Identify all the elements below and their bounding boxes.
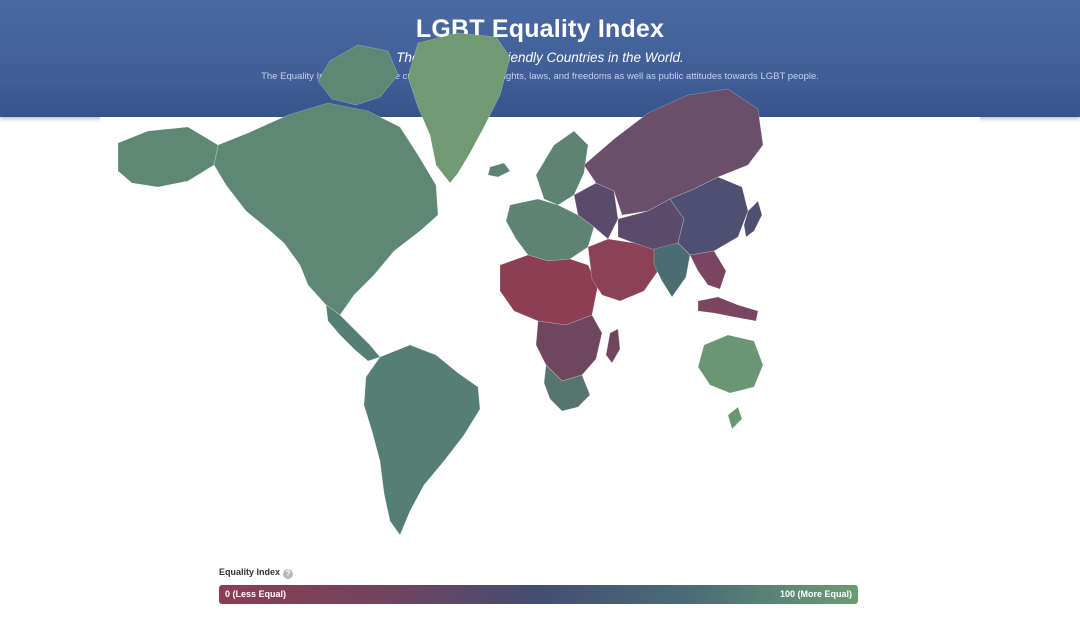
region-central-america[interactable] bbox=[325, 304, 381, 362]
region-greenland[interactable] bbox=[407, 32, 511, 184]
legend-title-text: Equality Index bbox=[219, 567, 281, 577]
region-europe[interactable] bbox=[505, 198, 595, 262]
region-russia[interactable] bbox=[583, 88, 763, 216]
page-header: LGBT Equality Index The most LGBT-Friend… bbox=[0, 0, 1080, 117]
region-china[interactable] bbox=[669, 176, 749, 256]
legend-min-label: 0 (Less Equal) bbox=[225, 589, 287, 599]
region-southern-africa[interactable] bbox=[543, 364, 591, 412]
region-central-africa[interactable] bbox=[535, 314, 603, 382]
page-description: The Equality Index measures the current … bbox=[261, 71, 819, 82]
region-india[interactable] bbox=[653, 242, 691, 298]
legend-color-bar: 0 (Less Equal) 100 (More Equal) bbox=[219, 585, 858, 604]
world-map[interactable] bbox=[118, 15, 763, 540]
region-indonesia[interactable] bbox=[697, 296, 759, 322]
region-new-zealand[interactable] bbox=[727, 406, 743, 430]
region-iceland[interactable] bbox=[487, 162, 511, 178]
region-japan[interactable] bbox=[743, 200, 763, 238]
region-north-america[interactable] bbox=[213, 102, 439, 316]
legend-title: Equality Index? bbox=[219, 567, 294, 579]
region-south-america[interactable] bbox=[363, 344, 481, 536]
question-circle-icon[interactable]: ? bbox=[283, 569, 294, 579]
region-australia[interactable] bbox=[697, 334, 763, 394]
region-madagascar[interactable] bbox=[605, 328, 621, 364]
region-middle-east[interactable] bbox=[587, 238, 659, 302]
region-scandinavia[interactable] bbox=[535, 130, 589, 206]
region-north-africa[interactable] bbox=[499, 254, 599, 326]
legend-max-label: 100 (More Equal) bbox=[779, 589, 852, 599]
region-alaska[interactable] bbox=[118, 126, 219, 188]
region-southeast-asia[interactable] bbox=[689, 250, 727, 290]
region-arctic-islands[interactable] bbox=[317, 44, 399, 106]
